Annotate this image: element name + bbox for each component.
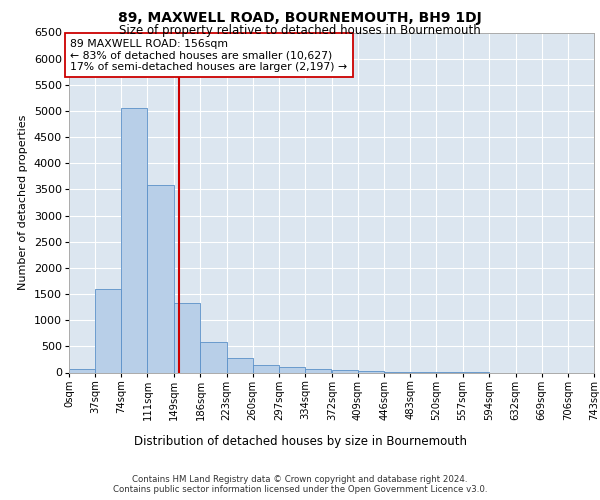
Bar — [121, 108, 148, 372]
Text: 89, MAXWELL ROAD, BOURNEMOUTH, BH9 1DJ: 89, MAXWELL ROAD, BOURNEMOUTH, BH9 1DJ — [118, 11, 482, 25]
Bar — [148, 185, 173, 372]
Text: Contains public sector information licensed under the Open Government Licence v3: Contains public sector information licen… — [113, 484, 487, 494]
Text: 89 MAXWELL ROAD: 156sqm
← 83% of detached houses are smaller (10,627)
17% of sem: 89 MAXWELL ROAD: 156sqm ← 83% of detache… — [70, 39, 347, 72]
Bar — [200, 342, 227, 372]
Bar — [174, 304, 200, 372]
Bar — [69, 368, 95, 372]
Text: Contains HM Land Registry data © Crown copyright and database right 2024.: Contains HM Land Registry data © Crown c… — [132, 475, 468, 484]
Bar — [95, 289, 121, 372]
Bar — [305, 369, 331, 372]
Bar — [358, 371, 384, 372]
Y-axis label: Number of detached properties: Number of detached properties — [19, 115, 28, 290]
Text: Size of property relative to detached houses in Bournemouth: Size of property relative to detached ho… — [119, 24, 481, 37]
Text: Distribution of detached houses by size in Bournemouth: Distribution of detached houses by size … — [133, 434, 467, 448]
Bar — [227, 358, 253, 372]
Bar — [279, 366, 305, 372]
Bar — [253, 365, 279, 372]
Bar — [332, 370, 358, 372]
